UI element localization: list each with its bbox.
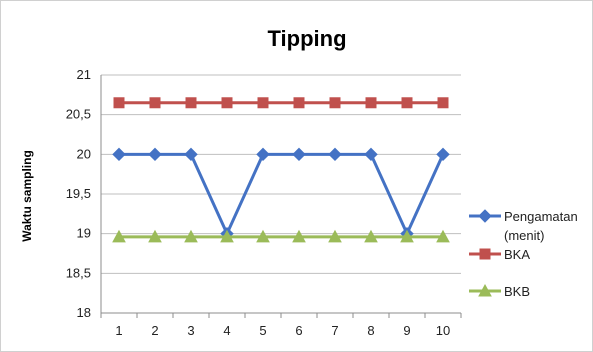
triangle-marker xyxy=(256,229,270,243)
chart-title: Tipping xyxy=(267,26,346,51)
legend-label: Pengamatan xyxy=(504,209,578,224)
legend-entry: BKB xyxy=(469,283,530,299)
square-marker xyxy=(329,97,341,109)
series-group xyxy=(112,229,450,243)
diamond-marker xyxy=(328,147,342,162)
legend-label: (menit) xyxy=(504,228,544,243)
x-tick-labels: 1 2 3 4 5 6 7 8 9 10 xyxy=(115,323,450,338)
legend: Pengamatan (menit) BKA BKB xyxy=(469,209,578,299)
x-tick-label: 8 xyxy=(367,323,374,338)
y-tick-label: 21 xyxy=(77,67,91,82)
series-line xyxy=(119,152,445,236)
triangle-marker xyxy=(148,229,162,243)
legend-entry: Pengamatan (menit) xyxy=(469,209,578,243)
x-tick-label: 5 xyxy=(259,323,266,338)
series-group xyxy=(112,147,450,241)
square-marker xyxy=(113,97,125,109)
y-tick-label: 19,5 xyxy=(66,186,91,201)
diamond-marker xyxy=(112,147,126,162)
diamond-marker xyxy=(364,147,378,162)
diamond-marker xyxy=(478,209,492,223)
square-marker xyxy=(185,97,197,109)
y-tick-label: 19 xyxy=(77,226,91,241)
x-tick-label: 7 xyxy=(331,323,338,338)
triangle-marker xyxy=(364,229,378,243)
y-tick-label: 18,5 xyxy=(66,265,91,280)
square-marker xyxy=(257,97,269,109)
triangle-marker xyxy=(220,229,234,243)
y-tick-label: 20 xyxy=(77,146,91,161)
triangle-marker xyxy=(478,283,492,297)
square-marker xyxy=(437,97,449,109)
square-marker xyxy=(365,97,377,109)
x-tick-label: 10 xyxy=(436,323,450,338)
series-group xyxy=(113,97,449,109)
axes xyxy=(100,75,462,318)
y-tick-label: 18 xyxy=(77,305,91,320)
x-tick-label: 6 xyxy=(295,323,302,338)
x-tick-label: 3 xyxy=(187,323,194,338)
series xyxy=(112,97,450,243)
triangle-marker xyxy=(328,229,342,243)
triangle-marker xyxy=(184,229,198,243)
triangle-marker xyxy=(292,229,306,243)
square-marker xyxy=(293,97,305,109)
x-tick-label: 4 xyxy=(223,323,230,338)
triangle-marker xyxy=(436,229,450,243)
legend-entry: BKA xyxy=(469,247,530,262)
diamond-marker xyxy=(256,147,270,162)
triangle-marker xyxy=(400,229,414,243)
y-tick-labels: 18 18,5 19 19,5 20 20,5 21 xyxy=(66,67,91,320)
y-axis-label: Waktu sampling xyxy=(20,150,34,242)
x-tick-label: 9 xyxy=(403,323,410,338)
square-marker xyxy=(149,97,161,109)
square-marker xyxy=(221,97,233,109)
legend-label: BKA xyxy=(504,247,530,262)
x-tick-label: 2 xyxy=(151,323,158,338)
legend-label: BKB xyxy=(504,284,530,299)
x-tick-label: 1 xyxy=(115,323,122,338)
y-tick-label: 20,5 xyxy=(66,107,91,122)
square-marker xyxy=(479,248,491,260)
diamond-marker xyxy=(436,147,450,162)
square-marker xyxy=(401,97,413,109)
diamond-marker xyxy=(292,147,306,162)
diamond-marker xyxy=(184,147,198,162)
diamond-marker xyxy=(148,147,162,162)
triangle-marker xyxy=(112,229,126,243)
